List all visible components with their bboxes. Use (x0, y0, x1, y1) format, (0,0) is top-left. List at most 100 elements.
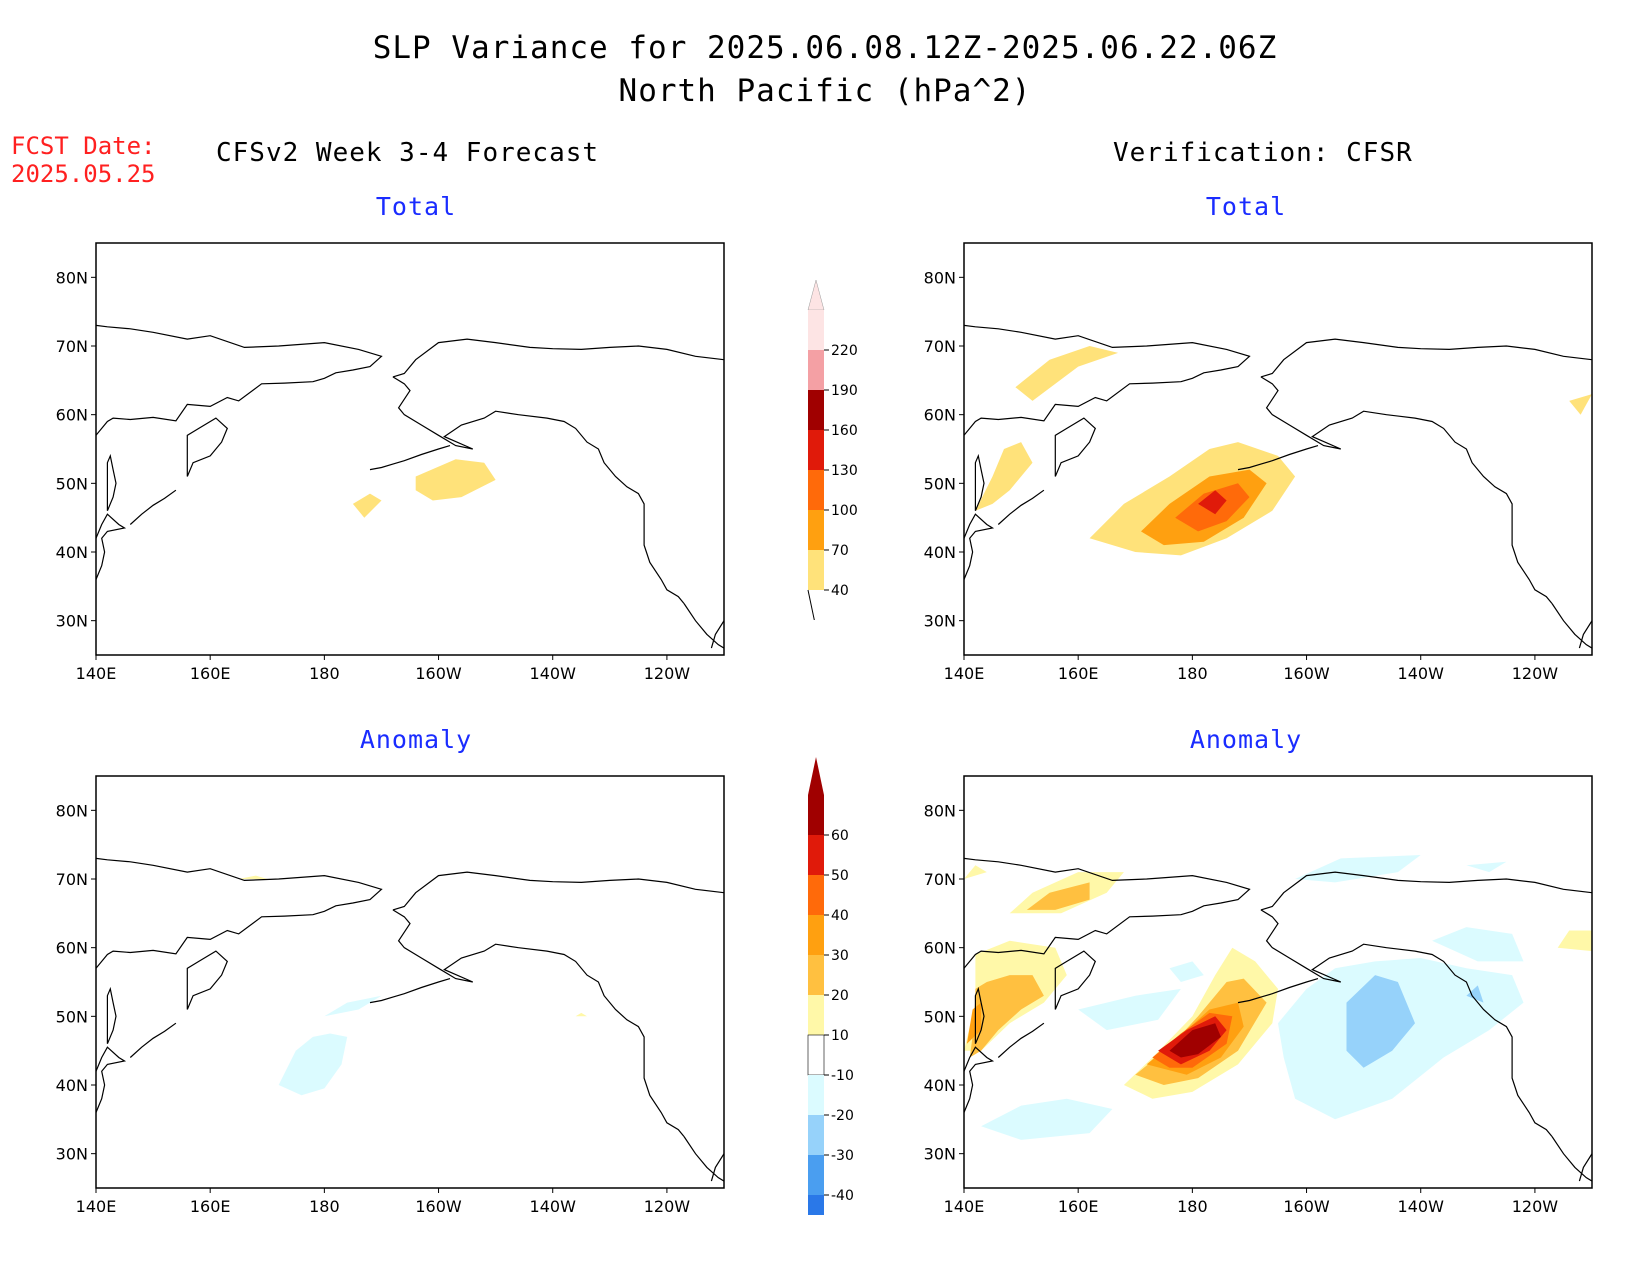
lat-tick-label: 40N (924, 543, 956, 562)
map-frame (95, 242, 725, 656)
lon-tick-label: 160E (1058, 664, 1099, 683)
coastline (106, 453, 117, 512)
coastline (964, 324, 1251, 436)
map-frame (95, 775, 725, 1189)
coastline (369, 445, 451, 471)
coastline (997, 1022, 1045, 1058)
contour-fill (575, 1012, 587, 1017)
lat-tick-label: 60N (56, 406, 88, 425)
colorbar-segment (808, 995, 824, 1035)
lat-tick-label: 80N (924, 801, 956, 820)
contour-fill (238, 875, 268, 879)
lon-tick-label: 180 (309, 1197, 340, 1216)
coastline (710, 620, 724, 649)
colorbar-segment (808, 390, 824, 430)
lat-tick-label: 40N (924, 1076, 956, 1095)
map-fcst-total: 80N 70N 60N 50N 40N 30N 140E 160E 180 160W 140W 120… (56, 242, 725, 683)
coastline (1578, 620, 1592, 649)
colorbar-segment (807, 1034, 825, 1076)
colorbar-segment (808, 835, 824, 875)
fcst-date-value: 2025.05.25 (11, 160, 156, 188)
lat-tick-label: 40N (56, 1076, 88, 1095)
coastline (1237, 978, 1319, 1004)
lat-tick-label: 40N (56, 543, 88, 562)
lat-tick-label: 80N (56, 801, 88, 820)
coastline (964, 857, 1251, 969)
contour-fill (1466, 985, 1484, 1003)
contour-fill (324, 995, 382, 1017)
coastline (392, 871, 724, 911)
coastline (1237, 445, 1319, 471)
lat-tick-label: 30N (924, 612, 956, 631)
contour-fill (1169, 1023, 1221, 1058)
coastline (997, 489, 1045, 525)
lat-tick-label: 50N (924, 474, 956, 493)
coastline (1260, 909, 1553, 1137)
lon-tick-label: 160E (1058, 1197, 1099, 1216)
colorbar-segment (808, 1075, 824, 1115)
colorbar-segment (808, 310, 824, 350)
coastline (392, 376, 685, 604)
coastline (1260, 871, 1592, 911)
lat-tick-label: 70N (924, 870, 956, 889)
lon-tick-label: 160W (1283, 664, 1330, 683)
colorbar-level-label: 160 (831, 423, 858, 439)
coastline (964, 513, 995, 580)
colorbar-total: 220 190 160 130 100 70 40 (807, 280, 858, 620)
lon-tick-label: 140W (1398, 1197, 1445, 1216)
colorbar-level-label: -20 (831, 1108, 854, 1124)
colorbar-level-label: 10 (831, 1028, 849, 1044)
lon-tick-label: 120W (1512, 664, 1559, 683)
colorbar-level-label: 220 (831, 343, 858, 359)
contour-fill (969, 975, 1044, 1058)
colorbar-segment (808, 915, 824, 955)
lon-tick-label: 120W (644, 664, 691, 683)
lon-tick-label: 140W (1398, 664, 1445, 683)
lat-tick-label: 70N (56, 337, 88, 356)
lat-tick-label: 60N (56, 939, 88, 958)
colorbar-level-label: 50 (831, 868, 849, 884)
map-verif-total: 80N 70N 60N 50N 40N 30N 140E 160E 180 160W 140W 120… (924, 242, 1593, 683)
lon-tick-label: 140E (76, 1197, 117, 1216)
colorbar-segment (808, 1115, 824, 1155)
map-frame (963, 242, 1593, 656)
lon-tick-label: 160W (415, 664, 462, 683)
lat-tick-label: 50N (56, 1007, 88, 1026)
contour-fill (1295, 855, 1421, 883)
coastline (974, 986, 985, 1045)
contour-fill (415, 459, 496, 501)
contour-fill (966, 1002, 982, 1044)
coastline (1551, 1136, 1592, 1182)
contour-fill (1015, 346, 1119, 401)
coastline (186, 950, 229, 1010)
coastline (1578, 1153, 1592, 1182)
coastline (1260, 376, 1553, 604)
colorbar-level-label: 30 (831, 948, 849, 964)
coastline (96, 1046, 127, 1113)
panel-label-verif-anomaly: Anomaly (1189, 725, 1303, 754)
lon-tick-label: 140W (530, 664, 577, 683)
lon-tick-label: 140E (944, 1197, 985, 1216)
coastline (392, 909, 685, 1137)
region-subtitle: North Pacific (hPa^2) (618, 73, 1032, 109)
lat-tick-label: 30N (56, 612, 88, 631)
map-verif-anomaly: 80N 70N 60N 50N 40N 30N 140E 160E 180 160W 140W 120… (924, 775, 1593, 1216)
contour-fill (1466, 861, 1507, 873)
contour-fill (975, 442, 1033, 511)
coastline (1054, 950, 1097, 1010)
coastline (1054, 417, 1097, 477)
colorbar-segment (808, 470, 824, 510)
coastline (129, 1022, 177, 1058)
contour-fill (1569, 394, 1592, 415)
coastline (710, 1153, 724, 1182)
lat-tick-label: 80N (924, 268, 956, 287)
contour-fill (1169, 961, 1204, 982)
colorbar-level-label: 20 (831, 988, 849, 1004)
contour-fill (352, 493, 382, 518)
lat-tick-label: 50N (56, 474, 88, 493)
map-frame (963, 775, 1593, 1189)
colorbar-level-label: 100 (831, 503, 858, 519)
coastline (683, 1136, 724, 1182)
map-fcst-anomaly: 80N 70N 60N 50N 40N 30N 140E 160E 180 160W 140W 120… (56, 775, 725, 1216)
coastline (96, 513, 127, 580)
